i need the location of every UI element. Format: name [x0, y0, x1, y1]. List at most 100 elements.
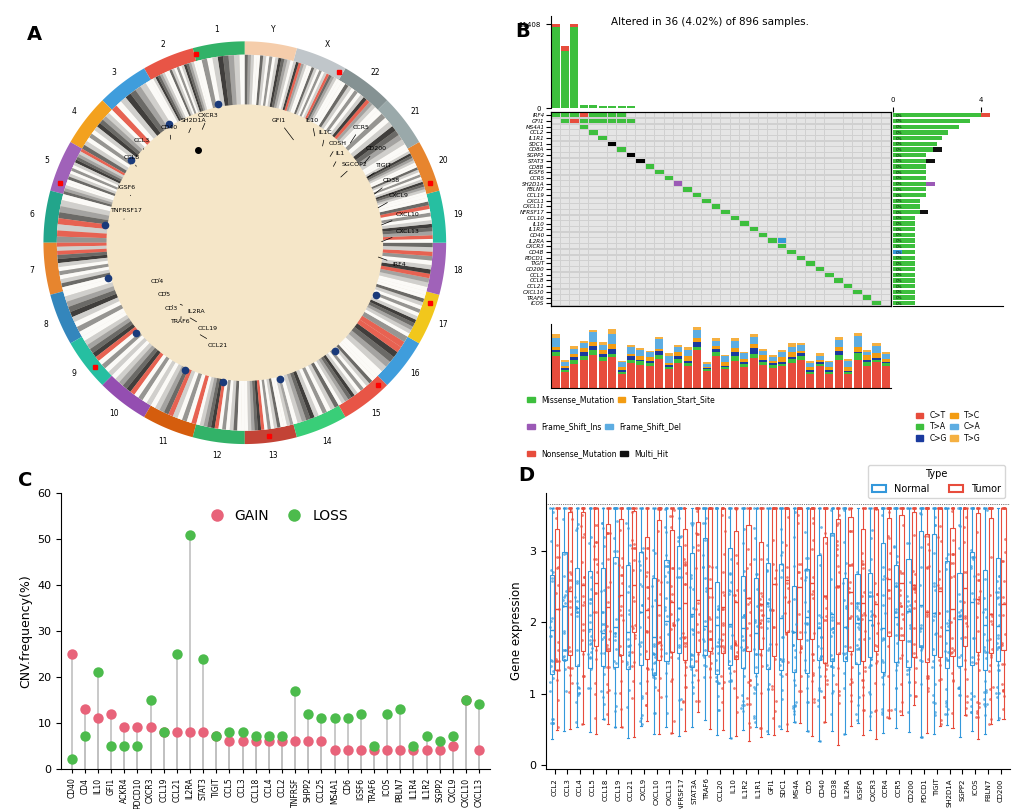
Bar	[720, 256, 729, 260]
Bar	[616, 256, 626, 260]
Bar	[588, 227, 597, 231]
Bar	[551, 346, 559, 350]
Bar	[636, 164, 644, 169]
Bar	[805, 227, 814, 231]
Point	[803, 648, 819, 661]
Bar	[834, 159, 842, 163]
Point	[562, 502, 579, 515]
Point	[773, 545, 790, 558]
Point	[576, 570, 592, 583]
Bar	[636, 365, 644, 388]
Polygon shape	[162, 73, 185, 119]
Bar	[777, 222, 786, 226]
Point	[835, 728, 851, 741]
Bar	[843, 125, 852, 129]
Bar	[570, 284, 578, 288]
Polygon shape	[373, 175, 421, 194]
Point	[848, 642, 864, 655]
Bar	[871, 142, 879, 146]
Polygon shape	[327, 351, 361, 393]
Point	[853, 612, 869, 625]
Bar	[636, 187, 644, 192]
Bar	[598, 106, 606, 108]
Bar	[598, 354, 606, 358]
Point	[760, 642, 776, 654]
Point	[957, 565, 973, 578]
Bar	[683, 187, 691, 192]
Bar	[702, 295, 710, 300]
Point	[735, 502, 751, 515]
Point	[987, 687, 1004, 700]
Point	[734, 633, 750, 646]
Bar	[730, 198, 739, 203]
Bar	[579, 250, 588, 254]
Point	[893, 621, 909, 634]
Bar	[871, 244, 879, 248]
Point	[789, 502, 805, 515]
Text: IL10: IL10	[305, 118, 318, 136]
Polygon shape	[301, 71, 324, 118]
Point	[754, 632, 770, 645]
Bar	[731, 337, 738, 341]
Point	[694, 549, 710, 561]
Point	[562, 608, 579, 621]
Point	[555, 591, 572, 604]
Point	[587, 536, 603, 549]
Point	[989, 608, 1006, 621]
Bar	[777, 233, 786, 237]
Point	[812, 630, 828, 643]
Point	[747, 669, 763, 682]
Bar	[720, 261, 729, 265]
Polygon shape	[141, 83, 172, 129]
Bar	[720, 267, 729, 271]
Point	[585, 502, 601, 515]
Point	[962, 705, 978, 718]
Bar	[674, 345, 682, 347]
Bar	[560, 362, 569, 366]
Bar	[844, 359, 851, 361]
Point	[569, 577, 585, 590]
Point	[619, 657, 635, 670]
Point	[544, 505, 560, 518]
Bar	[616, 142, 626, 146]
Point	[728, 650, 744, 663]
Polygon shape	[77, 154, 123, 180]
Bar	[880, 113, 890, 117]
Bar	[871, 358, 879, 360]
Point	[662, 579, 679, 592]
Bar	[636, 284, 644, 288]
Point	[842, 688, 858, 701]
Bar	[881, 362, 890, 363]
Bar	[579, 153, 588, 157]
Bar	[702, 147, 710, 151]
Bar	[740, 364, 748, 367]
Bar	[824, 142, 833, 146]
Bar	[598, 119, 606, 123]
Polygon shape	[341, 337, 381, 375]
Point	[919, 537, 935, 550]
Point	[557, 684, 574, 697]
Bar	[674, 187, 682, 192]
Point	[892, 599, 908, 612]
Bar	[636, 113, 644, 117]
Bar	[758, 136, 766, 140]
Point	[593, 556, 609, 569]
Bar	[570, 130, 578, 134]
Bar	[805, 261, 814, 265]
Point	[836, 502, 852, 515]
Point	[763, 683, 780, 696]
Point	[741, 595, 757, 608]
Bar	[730, 290, 739, 294]
Point	[600, 684, 616, 697]
Polygon shape	[223, 56, 232, 106]
Point	[598, 502, 614, 515]
Point	[911, 506, 927, 519]
Point	[753, 590, 769, 603]
Bar	[731, 361, 738, 388]
Bar	[570, 233, 578, 237]
Bar	[834, 361, 842, 388]
Bar	[693, 346, 700, 350]
Point	[919, 529, 935, 542]
Point	[911, 502, 927, 515]
Polygon shape	[256, 55, 263, 106]
